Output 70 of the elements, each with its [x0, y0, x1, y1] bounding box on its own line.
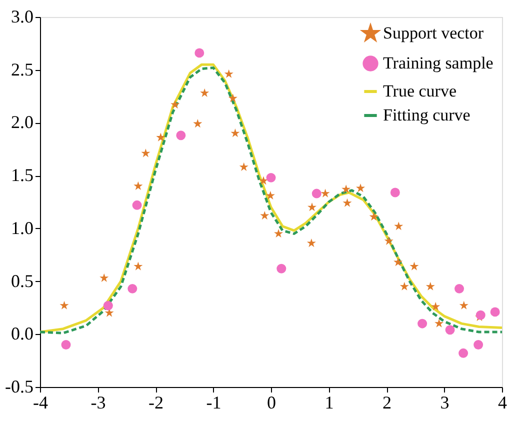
x-tick-label: 2 — [382, 392, 392, 412]
point — [60, 300, 69, 310]
point — [418, 318, 428, 328]
point — [224, 69, 234, 78]
point — [384, 236, 394, 245]
point — [100, 273, 109, 282]
point — [458, 348, 468, 358]
x-tick-label: -3 — [90, 392, 106, 412]
point — [426, 282, 435, 290]
point — [134, 262, 143, 270]
point — [258, 176, 268, 185]
point — [459, 300, 468, 310]
point — [230, 128, 240, 138]
point — [61, 340, 71, 350]
point — [306, 238, 316, 248]
y-tick-label: 2.0 — [11, 112, 34, 132]
point — [356, 184, 366, 192]
point — [394, 258, 403, 266]
point — [390, 188, 400, 198]
point — [276, 264, 286, 274]
point — [445, 325, 455, 335]
y-tick-label: 1.5 — [11, 165, 34, 186]
y-tick-label: -0.5 — [5, 376, 34, 396]
point — [369, 212, 378, 221]
point — [266, 190, 275, 200]
point — [274, 228, 284, 238]
y-tick-label: 0.5 — [11, 270, 34, 291]
point — [156, 132, 166, 142]
point — [128, 284, 138, 294]
y-tick-label: 3.0 — [11, 6, 34, 26]
legend-label: Support vector — [383, 24, 484, 42]
x-tick-label: 3 — [440, 392, 450, 412]
x-tick-label: -2 — [148, 392, 164, 412]
point — [103, 300, 113, 310]
point — [342, 184, 351, 194]
y-tick-label: 2.5 — [11, 59, 34, 80]
point — [474, 340, 484, 350]
point — [141, 148, 150, 158]
point — [228, 94, 238, 102]
y-tick-label: 0.0 — [11, 324, 34, 344]
x-tick-label: 0 — [267, 392, 276, 412]
point — [431, 302, 440, 310]
point — [307, 202, 317, 212]
point — [266, 172, 276, 182]
x-tick-label: -1 — [206, 392, 222, 412]
point — [434, 318, 444, 328]
legend-label: True curve — [383, 82, 456, 100]
point — [342, 198, 352, 207]
point — [239, 162, 248, 171]
point — [454, 284, 464, 294]
y-tick-label: 1.0 — [11, 218, 34, 238]
point — [312, 188, 322, 198]
point — [170, 100, 180, 109]
point — [490, 307, 500, 317]
point — [394, 222, 404, 230]
point — [400, 282, 409, 290]
point — [320, 188, 330, 198]
point — [176, 130, 186, 140]
point — [260, 211, 270, 220]
point — [134, 181, 143, 190]
legend-label: Training sample — [383, 54, 494, 72]
point — [193, 119, 202, 128]
x-tick-label: -4 — [33, 392, 48, 412]
x-tick-label: 1 — [324, 392, 334, 412]
point — [410, 262, 419, 270]
legend-label: Fitting curve — [383, 106, 470, 124]
x-tick-label: 4 — [498, 392, 507, 412]
point — [200, 88, 210, 97]
point — [194, 48, 204, 58]
point — [132, 200, 142, 210]
